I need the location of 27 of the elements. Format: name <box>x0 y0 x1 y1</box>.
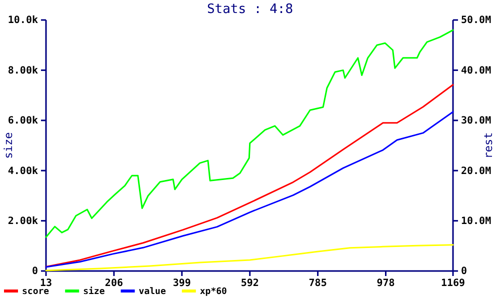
legend-label: value <box>138 287 166 297</box>
x-tick-label: 13 <box>40 278 52 290</box>
legend-label: size <box>83 286 106 297</box>
legend-label: xp*60 <box>200 287 227 297</box>
y2-tick-label: 10.0M <box>461 216 492 227</box>
y-tick-label: 2.00k <box>8 216 38 227</box>
x-tick-label: 978 <box>376 278 395 290</box>
y-tick-label: 10.0k <box>8 15 38 26</box>
y2-tick-label: 40.0M <box>461 65 492 76</box>
line-series <box>45 29 454 238</box>
y-tick-label: 0 <box>32 266 38 278</box>
y2-tick-label: 0 <box>461 266 468 278</box>
x-tick-label: 206 <box>104 278 123 290</box>
y-axis-title: size <box>2 132 15 159</box>
x-tick-label: 785 <box>308 278 327 290</box>
y2-tick-label: 30.0M <box>461 116 492 127</box>
y-tick-label: 8.00k <box>8 65 38 76</box>
x-tick-label: 399 <box>172 278 191 290</box>
y-tick-label: 6.00k <box>8 116 38 127</box>
y2-axis-title: rest <box>482 132 495 159</box>
y2-tick-label: 20.0M <box>461 166 492 177</box>
y-tick-label: 4.00k <box>8 166 38 177</box>
y2-tick-label: 50.0M <box>461 15 492 26</box>
x-tick-label: 1169 <box>440 278 466 290</box>
legend-label: score <box>22 287 50 297</box>
chart-title: Stats : 4:8 <box>206 2 294 17</box>
x-tick-label: 592 <box>240 278 259 290</box>
